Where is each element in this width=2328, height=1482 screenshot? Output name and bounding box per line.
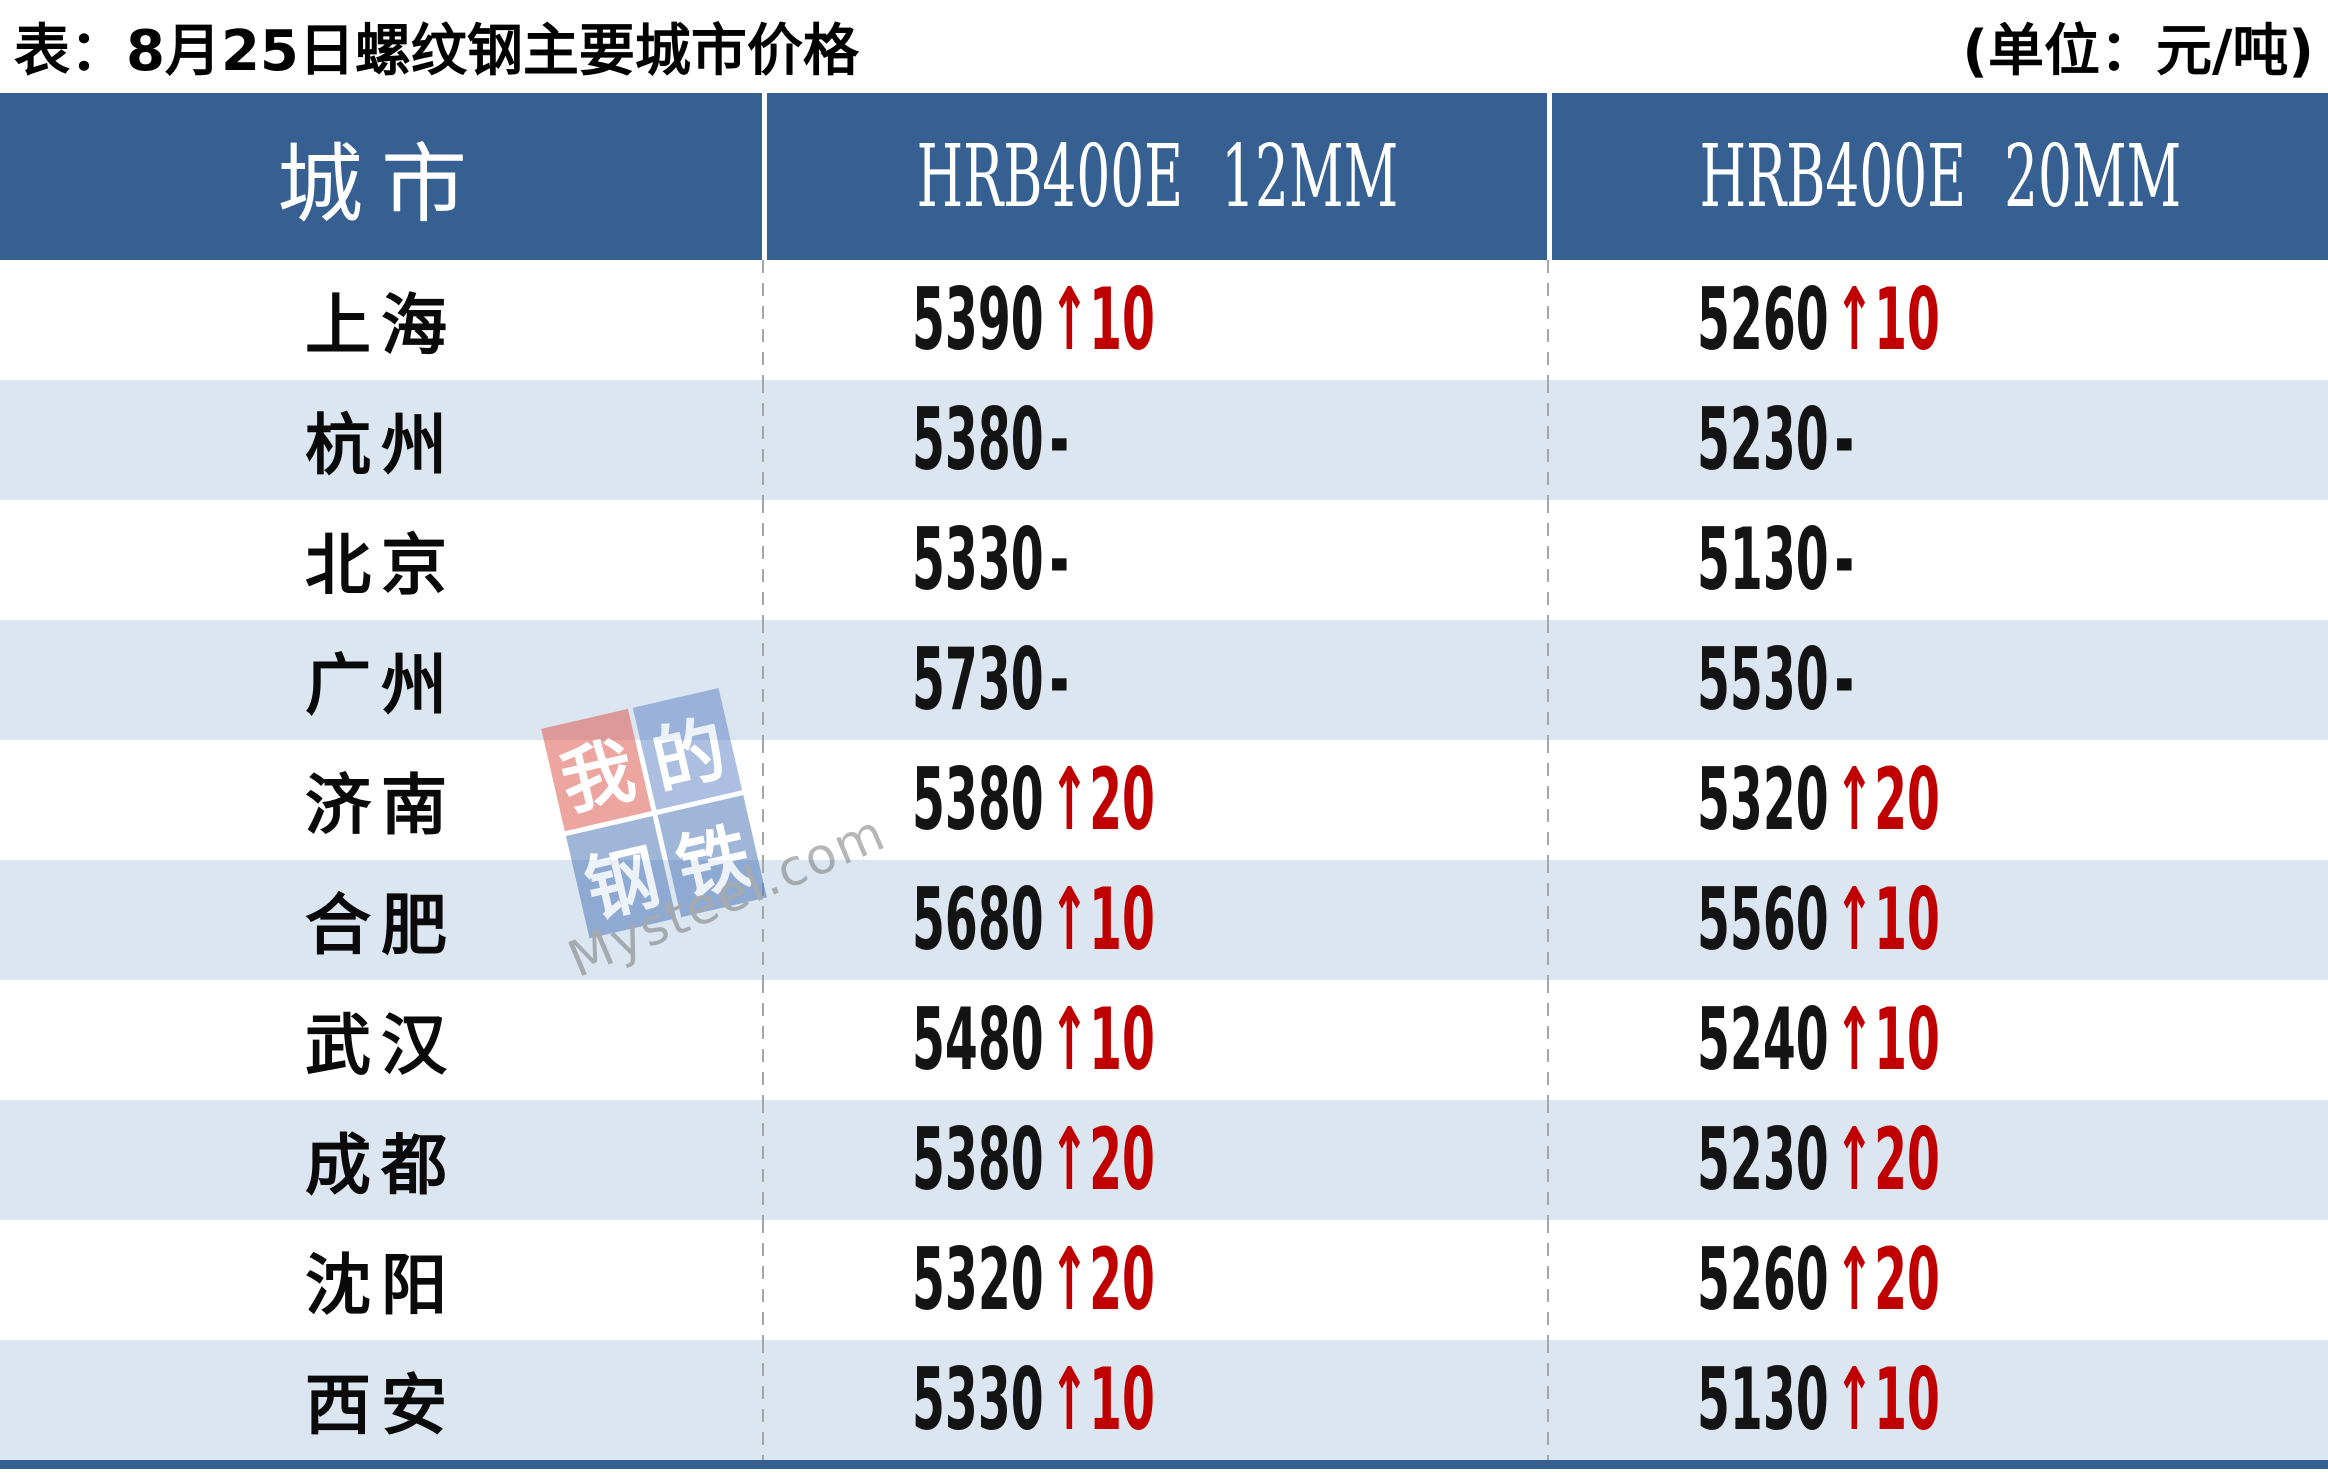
table-row: 济南 5380 ↑20 5320 ↑20 (0, 740, 2328, 860)
price-change-12mm: ↑20 (1049, 1230, 1155, 1330)
price-cell-hrb400e-20mm: 5260 ↑10 (1547, 260, 2328, 380)
table-bottom-border (0, 1460, 2328, 1469)
city-cell: 北京 (305, 527, 457, 604)
price-change-20mm: ↑10 (1834, 870, 1940, 970)
price-cell-hrb400e-12mm: 5330 ↑10 (762, 1340, 1547, 1460)
table-row: 西安 5330 ↑10 5130 ↑10 (0, 1340, 2328, 1460)
price-value-12mm: 5480 (912, 990, 1044, 1090)
header-hrb400e-20mm: HRB400E 20MM (1547, 93, 2328, 260)
price-change-20mm: ↑20 (1834, 750, 1940, 850)
price-value-20mm: 5560 (1697, 870, 1829, 970)
price-change-20mm: - (1834, 390, 1855, 490)
city-cell: 济南 (305, 767, 457, 844)
price-cell-hrb400e-20mm: 5240 ↑10 (1547, 980, 2328, 1100)
price-value-12mm: 5380 (912, 390, 1044, 490)
header-hrb400e-20mm-label: HRB400E 20MM (1699, 126, 2181, 227)
price-change-12mm: - (1049, 390, 1070, 490)
city-cell: 西安 (305, 1367, 457, 1444)
price-cell-hrb400e-12mm: 5390 ↑10 (762, 260, 1547, 380)
price-cell-hrb400e-20mm: 5530 - (1547, 620, 2328, 740)
unit-label: (单位：元/吨) (1962, 19, 2314, 84)
price-cell-hrb400e-20mm: 5130 ↑10 (1547, 1340, 2328, 1460)
price-value-20mm: 5130 (1697, 510, 1829, 610)
price-cell-hrb400e-20mm: 5560 ↑10 (1547, 860, 2328, 980)
price-value-20mm: 5260 (1697, 270, 1829, 370)
price-change-12mm: ↑10 (1049, 1350, 1155, 1450)
price-change-12mm: ↑10 (1049, 870, 1155, 970)
price-change-12mm: - (1049, 630, 1070, 730)
table-row: 成都 5380 ↑20 5230 ↑20 (0, 1100, 2328, 1220)
table-body: 上海 5390 ↑10 5260 ↑10 杭州 5380 - 5230 - (0, 260, 2328, 1460)
price-cell-hrb400e-12mm: 5730 - (762, 620, 1547, 740)
price-cell-hrb400e-20mm: 5230 - (1547, 380, 2328, 500)
price-value-12mm: 5390 (912, 270, 1044, 370)
price-value-20mm: 5230 (1697, 390, 1829, 490)
price-value-20mm: 5530 (1697, 630, 1829, 730)
table-row: 沈阳 5320 ↑20 5260 ↑20 (0, 1220, 2328, 1340)
price-cell-hrb400e-20mm: 5260 ↑20 (1547, 1220, 2328, 1340)
table-row: 北京 5330 - 5130 - (0, 500, 2328, 620)
caption-bar: 表：8月25日螺纹钢主要城市价格 (单位：元/吨) (0, 0, 2328, 93)
price-change-20mm: ↑10 (1834, 270, 1940, 370)
header-hrb400e-12mm: HRB400E 12MM (762, 93, 1547, 260)
price-value-12mm: 5680 (912, 870, 1044, 970)
price-change-20mm: - (1834, 510, 1855, 610)
table-header-row: 城市 HRB400E 12MM HRB400E 20MM (0, 93, 2328, 260)
price-cell-hrb400e-20mm: 5130 - (1547, 500, 2328, 620)
price-value-12mm: 5330 (912, 510, 1044, 610)
city-cell: 广州 (305, 647, 457, 724)
header-hrb400e-12mm-label: HRB400E 12MM (916, 126, 1398, 227)
city-cell: 上海 (305, 287, 457, 364)
price-value-20mm: 5320 (1697, 750, 1829, 850)
price-cell-hrb400e-12mm: 5320 ↑20 (762, 1220, 1547, 1340)
price-change-20mm: - (1834, 630, 1855, 730)
price-change-20mm: ↑20 (1834, 1230, 1940, 1330)
header-city: 城市 (277, 135, 485, 235)
price-value-12mm: 5730 (912, 630, 1044, 730)
city-cell: 武汉 (305, 1007, 457, 1084)
price-cell-hrb400e-12mm: 5330 - (762, 500, 1547, 620)
price-value-12mm: 5320 (912, 1230, 1044, 1330)
table-row: 杭州 5380 - 5230 - (0, 380, 2328, 500)
table-row: 广州 5730 - 5530 - (0, 620, 2328, 740)
table-row: 上海 5390 ↑10 5260 ↑10 (0, 260, 2328, 380)
city-cell: 合肥 (305, 887, 457, 964)
price-change-12mm: - (1049, 510, 1070, 610)
city-cell: 杭州 (305, 407, 457, 484)
price-cell-hrb400e-12mm: 5380 ↑20 (762, 1100, 1547, 1220)
price-cell-hrb400e-12mm: 5380 ↑20 (762, 740, 1547, 860)
price-change-20mm: ↑10 (1834, 1350, 1940, 1450)
price-value-12mm: 5380 (912, 750, 1044, 850)
price-change-12mm: ↑20 (1049, 1110, 1155, 1210)
price-change-20mm: ↑10 (1834, 990, 1940, 1090)
price-change-12mm: ↑20 (1049, 750, 1155, 850)
price-change-12mm: ↑10 (1049, 270, 1155, 370)
table-row: 武汉 5480 ↑10 5240 ↑10 (0, 980, 2328, 1100)
price-cell-hrb400e-20mm: 5320 ↑20 (1547, 740, 2328, 860)
price-value-20mm: 5240 (1697, 990, 1829, 1090)
price-cell-hrb400e-12mm: 5380 - (762, 380, 1547, 500)
price-change-20mm: ↑20 (1834, 1110, 1940, 1210)
table-title: 表：8月25日螺纹钢主要城市价格 (14, 19, 859, 84)
price-value-12mm: 5330 (912, 1350, 1044, 1450)
price-value-20mm: 5260 (1697, 1230, 1829, 1330)
city-cell: 成都 (305, 1127, 457, 1204)
price-change-12mm: ↑10 (1049, 990, 1155, 1090)
city-cell: 沈阳 (305, 1247, 457, 1324)
price-value-20mm: 5230 (1697, 1110, 1829, 1210)
table-row: 合肥 5680 ↑10 5560 ↑10 (0, 860, 2328, 980)
price-value-20mm: 5130 (1697, 1350, 1829, 1450)
price-value-12mm: 5380 (912, 1110, 1044, 1210)
price-cell-hrb400e-12mm: 5680 ↑10 (762, 860, 1547, 980)
price-cell-hrb400e-12mm: 5480 ↑10 (762, 980, 1547, 1100)
price-cell-hrb400e-20mm: 5230 ↑20 (1547, 1100, 2328, 1220)
